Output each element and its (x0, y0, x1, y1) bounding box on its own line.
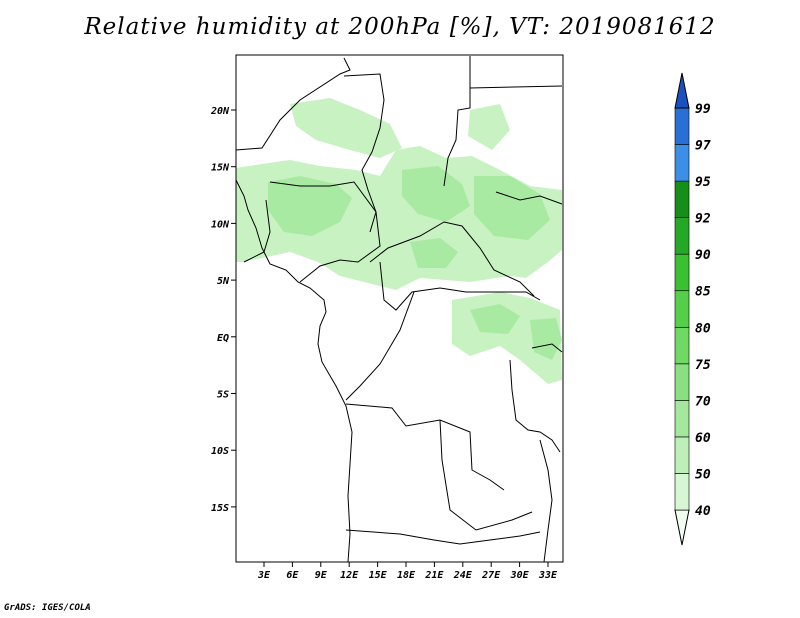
colorbar: 40 50 60 70 75 80 85 90 92 95 97 99 (674, 72, 711, 546)
lon-tick-label: 3E (257, 570, 271, 581)
border-congo (379, 261, 541, 311)
humidity-core-5 (470, 304, 520, 334)
border-mozambique (539, 439, 553, 563)
colorbar-label: 92 (695, 212, 711, 227)
lat-tick-label: 20N (210, 106, 230, 117)
colorbar-segment (674, 473, 690, 511)
colorbar-label: 90 (695, 248, 711, 263)
lon-tick-label: 21E (424, 570, 444, 581)
border-sahara-north (235, 57, 351, 151)
colorbar-label: 70 (695, 394, 711, 409)
lon-tick-label: 30E (510, 570, 530, 581)
axis-ticks: 20N 15N 10N 5N EQ 5S 10S 15S 3E 6E 9E 12E 15E 18E 21E 2… (210, 106, 558, 581)
lat-tick-label: 5S (217, 390, 229, 401)
colorbar-segment (674, 400, 690, 438)
humidity-core-3 (474, 176, 550, 240)
colorbar-segment (674, 107, 690, 145)
lon-tick-label: 24E (453, 570, 473, 581)
colorbar-upper-triangle (674, 72, 690, 109)
lat-tick-label: EQ (217, 333, 229, 344)
colorbar-segment (674, 363, 690, 401)
lon-tick-label: 33E (538, 570, 558, 581)
map-title: Relative humidity at 200hPa [%], VT: 201… (84, 14, 716, 40)
colorbar-segment (674, 290, 690, 328)
colorbar-label: 99 (695, 102, 711, 117)
colorbar-segment (674, 436, 690, 474)
lat-tick-label: 15S (211, 503, 229, 514)
colorbar-label: 40 (695, 504, 711, 519)
colorbar-segment (674, 253, 690, 292)
lon-tick-label: 6E (286, 570, 299, 581)
humidity-core-2 (402, 166, 470, 222)
humidity-region-north (290, 98, 402, 158)
border-egypt-sudan (443, 56, 471, 187)
colorbar-segment (674, 217, 690, 255)
border-south (345, 529, 541, 545)
lat-tick-label: 10S (211, 446, 229, 457)
border-lake-victoria (531, 343, 563, 353)
coastline-west-africa (235, 179, 353, 563)
border-libya-chad (343, 73, 385, 233)
lat-tick-label: 5N (217, 276, 230, 287)
colorbar-segment (674, 180, 690, 218)
credit-text: GrADS: IGES/COLA (4, 603, 91, 613)
lon-tick-label: 12E (340, 570, 359, 581)
lon-tick-label: 15E (369, 570, 388, 581)
colorbar-label: 75 (695, 358, 711, 373)
lon-tick-label: 27E (481, 570, 501, 581)
colorbar-label: 95 (695, 175, 711, 190)
border-angola (345, 403, 505, 491)
border-zambia (439, 419, 533, 531)
country-borders (235, 56, 563, 563)
humidity-core-4 (410, 238, 458, 268)
colorbar-segment (674, 144, 690, 182)
border-nigeria (269, 181, 381, 283)
humidity-region-ne (468, 104, 510, 150)
humidity-core-6 (530, 318, 562, 360)
colorbar-lower-triangle (674, 509, 690, 546)
border-car (369, 221, 535, 297)
colorbar-label: 80 (695, 321, 711, 336)
lon-tick-label: 18E (397, 570, 416, 581)
lat-tick-label: 10N (211, 219, 230, 230)
border-drc (345, 291, 415, 401)
colorbar-label: 97 (695, 139, 711, 154)
colorbar-label: 85 (695, 285, 711, 300)
border-ethiopia (495, 191, 563, 205)
colorbar-label: 50 (695, 467, 711, 482)
map-frame (235, 54, 564, 563)
border-ivory (243, 199, 271, 263)
colorbar-segment (674, 326, 690, 365)
lon-tick-label: 9E (315, 570, 328, 581)
humidity-field (236, 98, 562, 384)
humidity-core-1 (268, 176, 352, 236)
border-sudan-east (469, 85, 563, 89)
lat-tick-label: 15N (211, 163, 230, 174)
colorbar-label: 60 (695, 431, 711, 446)
border-great-lakes (509, 359, 561, 453)
